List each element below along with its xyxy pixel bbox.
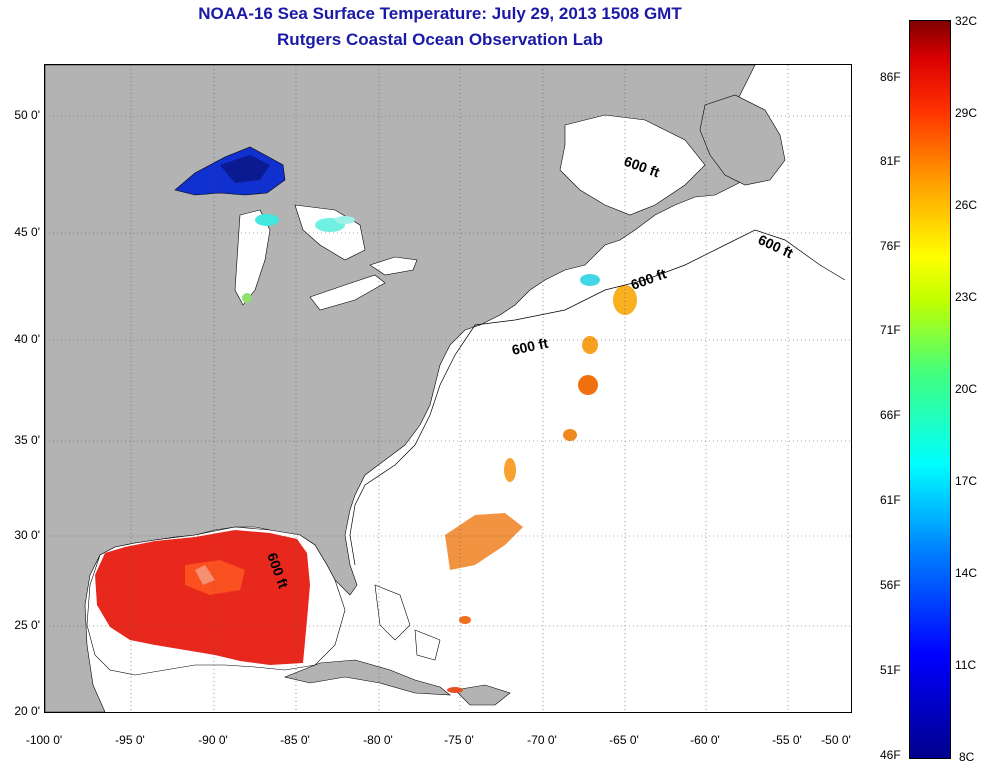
colorbar-fahrenheit-label: 51F [880, 663, 901, 677]
colorbar-celsius-label: 32C [955, 14, 978, 28]
sst-patch-3 [563, 429, 577, 441]
y-tick-label: 25 0' [14, 618, 40, 632]
sst-patch-2 [578, 375, 598, 395]
colorbar-fahrenheit-label: 46F [880, 748, 901, 762]
colorbar-celsius-label: 20C [955, 382, 978, 396]
y-tick-label: 45 0' [14, 225, 40, 239]
colorbar-fahrenheit-label: 66F [880, 408, 901, 422]
x-tick-label: -85 0' [280, 733, 310, 747]
gulf-warm-sst [95, 530, 310, 665]
gulf-speckle [195, 565, 215, 585]
temperature-colorbar [909, 20, 951, 759]
contour-label-4: 600 ft [510, 335, 549, 358]
x-tick-label: -80 0' [363, 733, 393, 747]
gulf-st-lawrence [559, 114, 706, 216]
y-tick-label: 20 0' [14, 704, 40, 718]
land-cuba [284, 659, 451, 696]
sst-patch-georges-bank [613, 285, 637, 315]
x-tick-label: -70 0' [527, 733, 557, 747]
sst-patch-4 [504, 458, 516, 482]
y-tick-label: 40 0' [14, 332, 40, 346]
x-tick-label: -50 0' [821, 733, 851, 747]
lake-michigan-sst [255, 214, 279, 226]
map-subtitle: Rutgers Coastal Ocean Observation Lab [277, 30, 603, 49]
sst-map: 600 ft 600 ft 600 ft 600 ft 600 ft [44, 64, 852, 713]
y-tick-label: 50 0' [14, 108, 40, 122]
lake-michigan-south-sst [242, 293, 252, 303]
lake-erie [309, 274, 386, 311]
lake-huron-sst-2 [335, 216, 355, 224]
contour-label-2: 600 ft [756, 231, 796, 261]
colorbar-fahrenheit-label: 56F [880, 578, 901, 592]
land-newfoundland [699, 94, 786, 186]
colorbar-fahrenheit-label: 76F [880, 239, 901, 253]
lake-ontario [369, 256, 418, 276]
y-tick-label: 35 0' [14, 433, 40, 447]
sst-patch-1 [582, 336, 598, 354]
colorbar-celsius-label: 11C [955, 658, 977, 672]
x-tick-label: -60 0' [690, 733, 720, 747]
x-tick-label: -90 0' [198, 733, 228, 747]
map-canvas: 600 ft 600 ft 600 ft 600 ft 600 ft [45, 65, 851, 712]
x-tick-label: -100 0' [25, 733, 63, 747]
lake-superior-cold-core [220, 155, 270, 183]
colorbar-celsius-label: 23C [955, 290, 978, 304]
x-tick-label: -75 0' [444, 733, 474, 747]
colorbar-fahrenheit-label: 71F [880, 323, 901, 337]
sst-patch-5 [445, 513, 523, 570]
x-tick-label: -55 0' [772, 733, 802, 747]
gulf-of-maine-sst [580, 274, 600, 286]
colorbar-celsius-label: 8C [959, 750, 975, 764]
sst-patch-7 [447, 687, 463, 693]
colorbar-celsius-label: 26C [955, 198, 978, 212]
sst-patch-6 [459, 616, 471, 624]
x-tick-label: -65 0' [609, 733, 639, 747]
colorbar-fahrenheit-label: 81F [880, 154, 901, 168]
isobath-600ft [349, 229, 846, 566]
colorbar-fahrenheit-label: 61F [880, 493, 901, 507]
colorbar-celsius-label: 29C [955, 106, 978, 120]
bahamas-banks [374, 584, 441, 661]
land-hispaniola [454, 684, 511, 706]
y-tick-label: 30 0' [14, 528, 40, 542]
colorbar-celsius-label: 17C [955, 474, 978, 488]
contour-label-3: 600 ft [629, 265, 669, 293]
x-tick-label: -95 0' [115, 733, 145, 747]
colorbar-celsius-label: 14C [955, 566, 978, 580]
map-title: NOAA-16 Sea Surface Temperature: July 29… [198, 4, 682, 23]
colorbar-fahrenheit-label: 86F [880, 70, 901, 84]
